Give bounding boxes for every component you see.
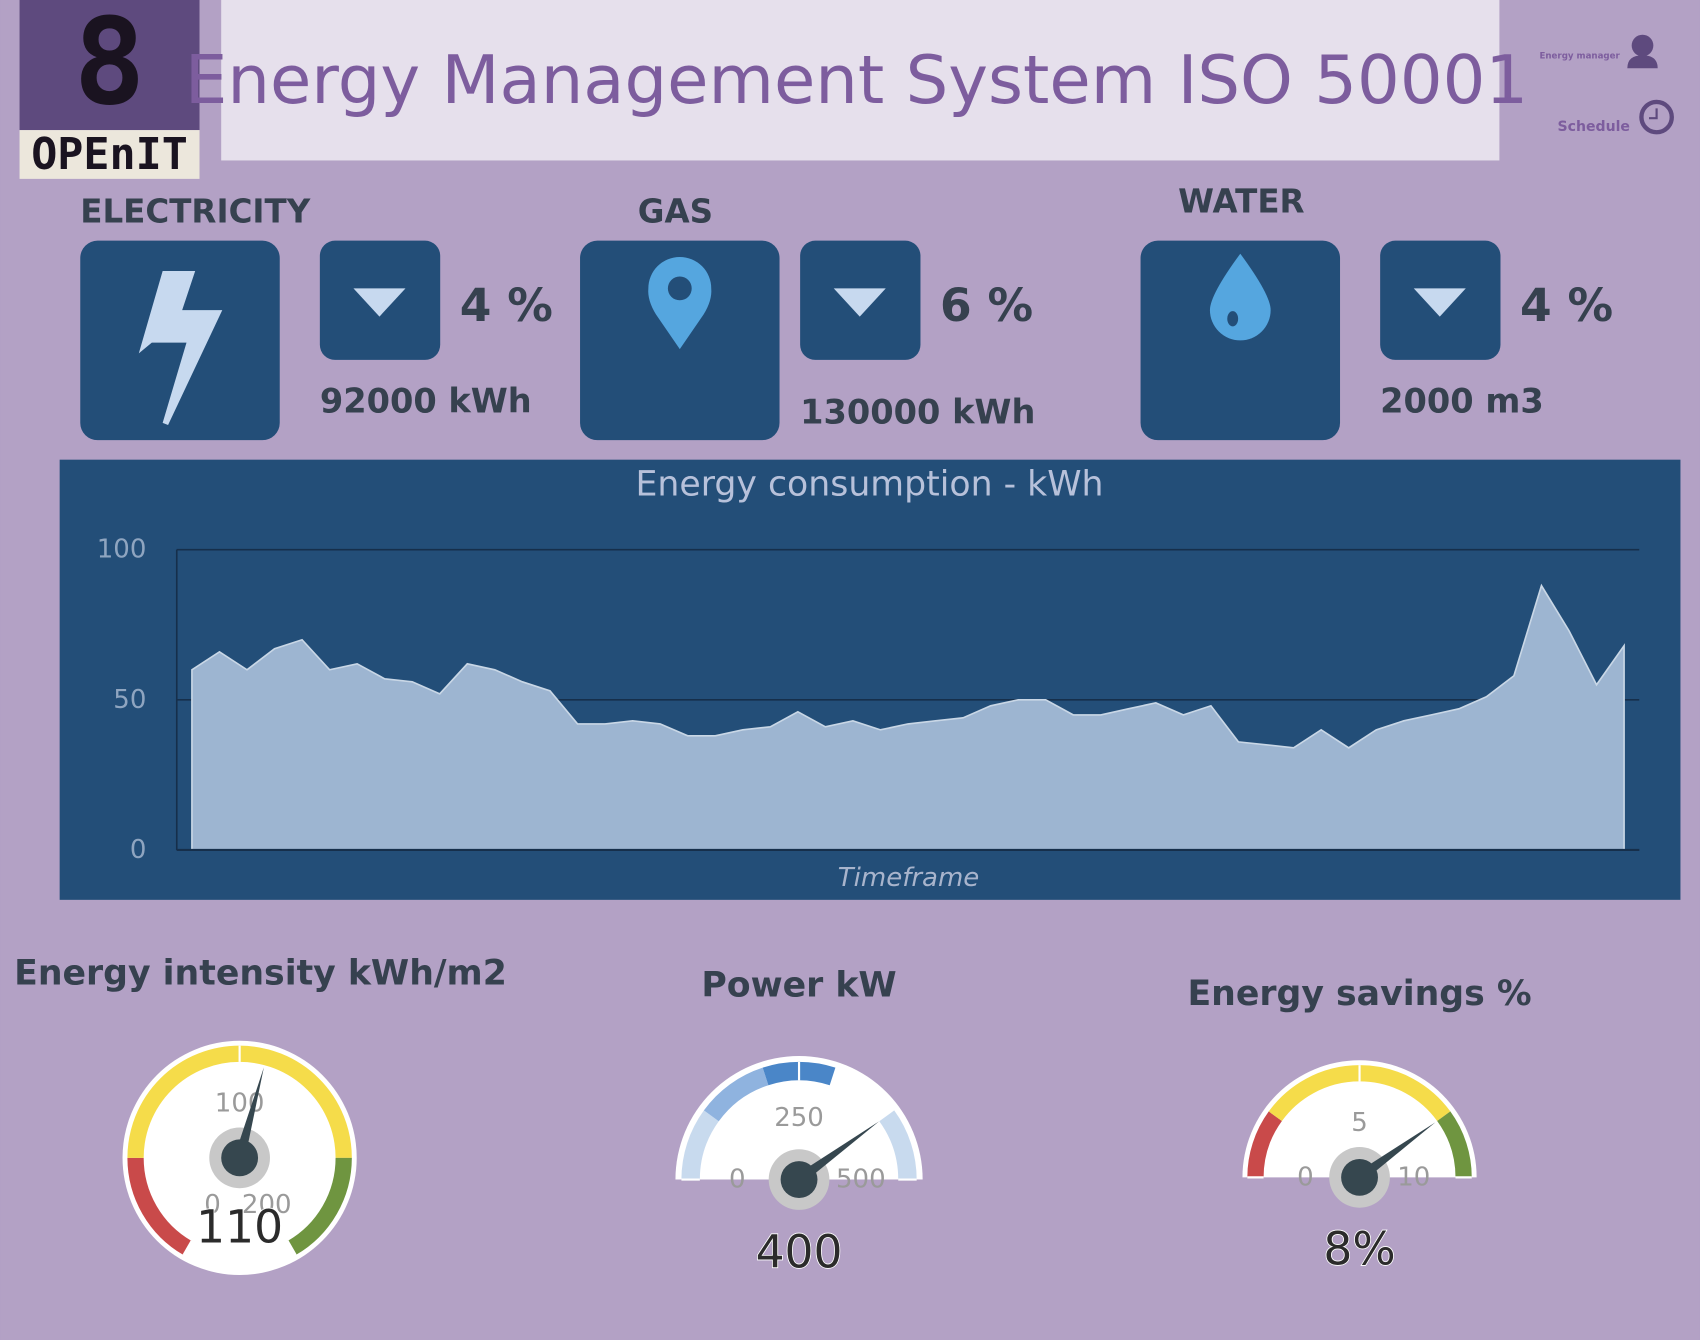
gauge-needle <box>795 1121 880 1184</box>
gauge: 0 250 500 400 <box>675 1055 923 1279</box>
down-arrow <box>353 288 406 317</box>
gauge-value: 8% <box>1323 1222 1395 1275</box>
user-label[interactable]: Energy manager <box>1539 51 1620 61</box>
logo: 8 OPEnIT <box>19 0 200 180</box>
gauge-needle <box>234 1067 264 1160</box>
logo-top <box>19 0 200 131</box>
amount: 2000 m3 <box>1380 382 1544 421</box>
schedule-label[interactable]: Schedule <box>1557 119 1630 135</box>
gauge-band <box>681 1110 719 1180</box>
gauge-title: Power kW <box>701 965 896 1005</box>
logo-digit: 8 <box>74 0 146 132</box>
area <box>191 583 1625 851</box>
gauge-band <box>287 1157 352 1256</box>
gauge-tick-label: 5 <box>1351 1108 1368 1138</box>
area-chart: 0 50 100 <box>97 535 1640 865</box>
card-label: WATER <box>1178 183 1304 221</box>
logo-bottom <box>19 130 200 179</box>
logo-name: OPEnIT <box>31 130 188 180</box>
x-axis-label: Timeframe <box>838 863 980 893</box>
gauge-band <box>703 1067 769 1122</box>
gauge-tick-label: 500 <box>836 1165 886 1195</box>
gauge-tick <box>182 1240 193 1256</box>
down-arrow <box>833 288 886 317</box>
amount: 130000 kWh <box>800 392 1035 431</box>
gauge-hub <box>221 1139 259 1177</box>
card-gas: GAS 6 % 130000 kWh <box>580 192 1035 441</box>
gauge-tick-label: 10 <box>1397 1162 1430 1192</box>
drop-icon <box>1209 253 1271 341</box>
gauge-band <box>1247 1111 1283 1178</box>
clock-icon[interactable] <box>1639 99 1674 135</box>
gauge-tick-label: 250 <box>774 1103 824 1133</box>
card-water: WATER 4 % 2000 m3 <box>1140 183 1613 441</box>
drop-highlight <box>1227 311 1239 327</box>
pin-icon <box>648 256 712 350</box>
y-tick-label: 50 <box>113 685 146 715</box>
card-label: GAS <box>638 192 713 230</box>
gauge-tick-label: 0 <box>729 1165 746 1195</box>
down-arrow <box>1413 288 1466 317</box>
gauge-hub <box>1341 1158 1378 1196</box>
amount: 92000 kWh <box>320 382 532 421</box>
gauge-band <box>127 1157 192 1256</box>
gauge-tick-label: 0 <box>1297 1162 1314 1192</box>
gauge-needle <box>1356 1122 1436 1182</box>
card-label: ELECTRICITY <box>80 192 310 230</box>
title-box <box>221 0 1500 161</box>
chart-title: Energy consumption - kWh <box>636 465 1104 505</box>
bolt-icon <box>138 271 223 425</box>
gauge-band <box>879 1110 917 1180</box>
change: 4 % <box>460 279 553 332</box>
change: 4 % <box>1520 279 1613 332</box>
y-tick-label: 100 <box>97 535 147 565</box>
gauge-title: Energy intensity kWh/m2 <box>14 954 507 994</box>
gauge-band <box>1437 1111 1472 1178</box>
gauge-tick-label: 0 <box>204 1190 221 1220</box>
user-icon[interactable] <box>1627 34 1658 69</box>
gauge-tick <box>286 1240 297 1256</box>
card-electricity: ELECTRICITY 4 % 92000 kWh <box>80 192 553 441</box>
pin-hole <box>667 276 692 301</box>
gauge-hub <box>780 1161 818 1198</box>
gauge: 0 5 108% <box>1242 1060 1477 1276</box>
change: 6 % <box>940 279 1033 332</box>
gauge-value: 400 <box>756 1226 843 1279</box>
y-tick-label: 0 <box>130 835 147 865</box>
gauge-title: Energy savings % <box>1187 974 1531 1014</box>
gauge-value: 110 <box>196 1201 283 1254</box>
gauge-tick-label: 200 <box>242 1190 292 1220</box>
page-title: Energy Management System ISO 50001 <box>185 41 1528 119</box>
